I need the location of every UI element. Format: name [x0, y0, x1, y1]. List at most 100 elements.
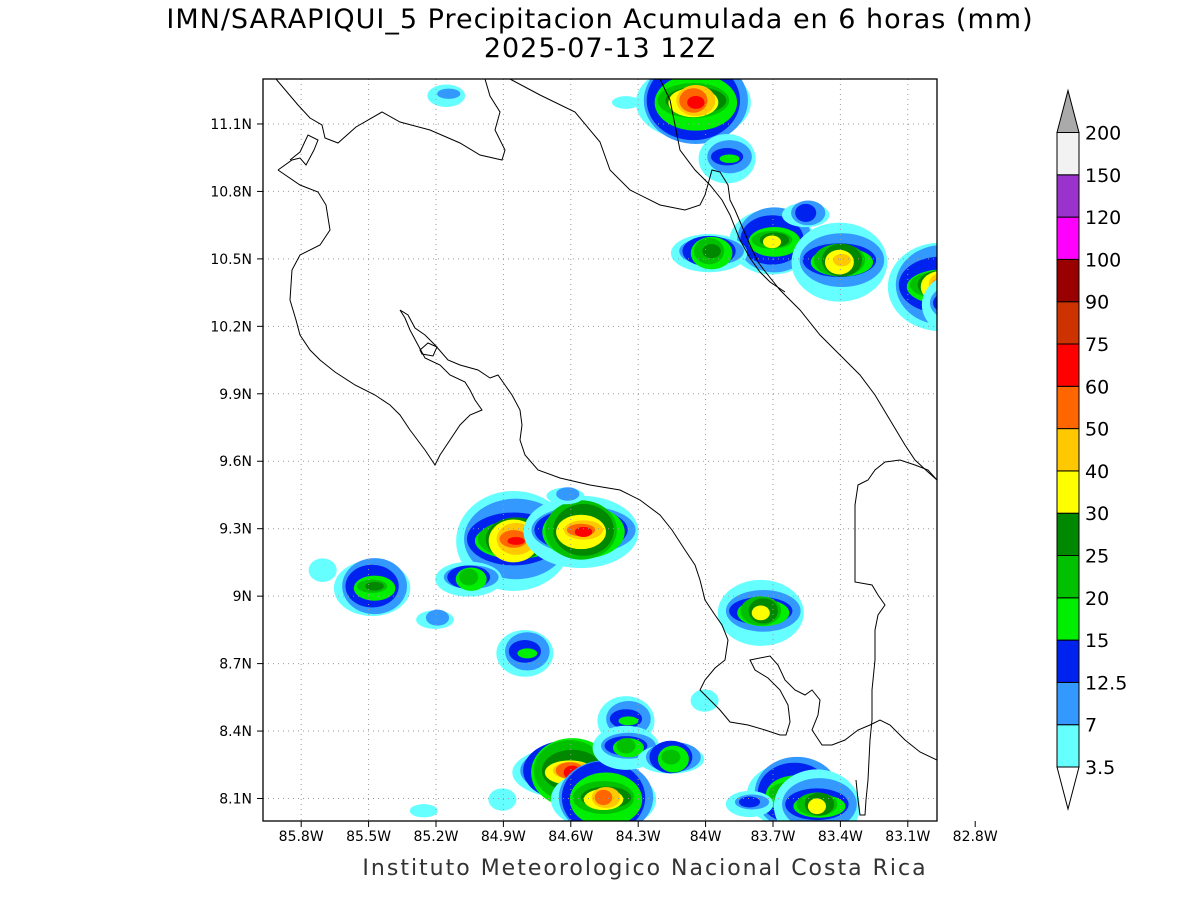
colorbar-label: 90 — [1085, 292, 1109, 314]
precip-contour — [574, 526, 593, 538]
colorbar-swatch — [1056, 343, 1080, 387]
precip-contour — [751, 605, 770, 621]
precip-contour — [517, 648, 538, 659]
precip-contour — [1027, 246, 1057, 261]
coastline-caribbean — [509, 79, 937, 481]
colorbar-swatch — [1056, 639, 1080, 683]
lat-tick-label: 10.2N — [210, 319, 252, 335]
precip-contour — [1024, 200, 1042, 208]
colorbar-swatch — [1056, 470, 1080, 514]
precip-contour — [955, 293, 984, 316]
precip-contour — [963, 298, 981, 308]
precip-contour — [365, 581, 384, 591]
colorbar-swatch — [1056, 258, 1080, 303]
precip-contour — [719, 154, 740, 164]
precip-contour — [616, 738, 636, 754]
lon-tick-label: 85.5W — [346, 829, 391, 845]
lat-tick-label: 9.3N — [219, 522, 252, 538]
colorbar-label: 60 — [1085, 376, 1109, 398]
colorbar-label: 75 — [1085, 334, 1109, 356]
precip-contour — [1002, 179, 1064, 232]
axis-ticks: 85.8W 85.5W 85.2W 84.9W 84.6W 84.3W 84W 83.7W 83… — [210, 117, 998, 845]
colorbar-swatch — [1056, 555, 1080, 599]
colorbar-swatch — [1056, 597, 1080, 641]
coastline-nicaragua-lake — [275, 79, 506, 161]
colorbar-label: 120 — [1085, 207, 1121, 229]
precip-contour — [611, 96, 640, 109]
precip-contour — [459, 568, 479, 586]
precip-contour — [507, 536, 525, 545]
map-title: IMN/SARAPIQUI_5 Precipitacion Acumulada … — [166, 4, 1034, 35]
peninsula-osa-island — [419, 342, 438, 357]
precip-contour — [437, 88, 461, 99]
lat-tick-label: 10.5N — [210, 252, 252, 268]
colorbar: 3.5 7 12.5 15 20 25 30 40 50 60 75 90 100 120 150 200 — [1056, 88, 1127, 811]
lon-tick-label: 83.4W — [818, 829, 863, 845]
lat-tick-label: 9.9N — [219, 387, 252, 403]
lat-tick-label: 8.1N — [219, 792, 252, 808]
precip-contour — [944, 284, 995, 322]
precip-contour — [661, 749, 681, 765]
precip-contour — [929, 290, 937, 316]
precip-contour — [1005, 183, 1056, 226]
lat-tick-label: 8.7N — [219, 657, 252, 673]
coastline-nicoya-pacific — [277, 134, 937, 761]
precip-contour — [594, 789, 613, 806]
precip-contour — [921, 279, 937, 331]
colorbar-swatch — [1056, 428, 1080, 472]
colorbar-label: 15 — [1085, 630, 1109, 652]
footer-credit: Instituto Meteorologico Nacional Costa R… — [362, 856, 928, 881]
precip-contour — [687, 96, 705, 109]
lon-tick-label: 83.7W — [750, 829, 795, 845]
plot-frame — [262, 78, 938, 822]
colorbar-swatch — [1056, 681, 1080, 726]
precip-contour — [952, 285, 992, 320]
plot-area — [263, 79, 937, 821]
precip-contour — [994, 179, 1067, 229]
precip-contour — [795, 203, 817, 223]
colorbar-swatch — [1056, 132, 1080, 176]
colorbar-swatch — [1056, 216, 1080, 260]
colorbar-label: 100 — [1085, 249, 1121, 271]
colorbar-label: 3.5 — [1085, 757, 1115, 779]
lon-tick-label: 84.9W — [481, 829, 526, 845]
lat-tick-label: 9.6N — [219, 454, 252, 470]
lon-tick-label: 84.6W — [548, 829, 593, 845]
border-nicaragua-costa-rica — [659, 79, 786, 293]
precip-contour — [1016, 199, 1045, 213]
precip-contour — [762, 235, 782, 249]
colorbar-over-arrow — [1056, 88, 1080, 133]
precip-contour — [690, 689, 719, 712]
colorbar-swatch — [1056, 724, 1080, 768]
precip-contour — [738, 796, 761, 808]
lon-tick-label: 85.8W — [279, 829, 324, 845]
colorbar-label: 50 — [1085, 419, 1109, 441]
border-costa-rica-panama — [854, 459, 937, 816]
precip-contour — [932, 295, 937, 311]
colorbar-label: 200 — [1085, 123, 1121, 145]
precip-contour — [941, 288, 1003, 322]
coastlines-and-borders — [275, 79, 937, 816]
lon-tick-label: 82.8W — [953, 829, 998, 845]
colorbar-label: 40 — [1085, 461, 1109, 483]
lat-tick-label: 11.1N — [210, 117, 252, 133]
colorbar-swatch — [1056, 174, 1080, 218]
precip-contour — [832, 253, 851, 267]
colorbar-label: 30 — [1085, 503, 1109, 525]
precip-contour — [425, 609, 450, 626]
colorbar-under-arrow — [1056, 766, 1080, 811]
lon-tick-label: 84W — [690, 829, 722, 845]
precip-contour — [702, 244, 721, 259]
colorbar-swatch — [1056, 301, 1080, 345]
colorbar-label: 20 — [1085, 588, 1109, 610]
colorbar-label: 150 — [1085, 165, 1121, 187]
precip-contour — [807, 798, 826, 815]
map-valid-time: 2025-07-13 12Z — [483, 33, 717, 64]
lat-tick-label: 8.4N — [219, 724, 252, 740]
precip-contour — [308, 558, 337, 583]
colorbar-swatch — [1056, 385, 1080, 430]
precip-contour — [618, 716, 639, 726]
precip-contour — [488, 788, 517, 811]
